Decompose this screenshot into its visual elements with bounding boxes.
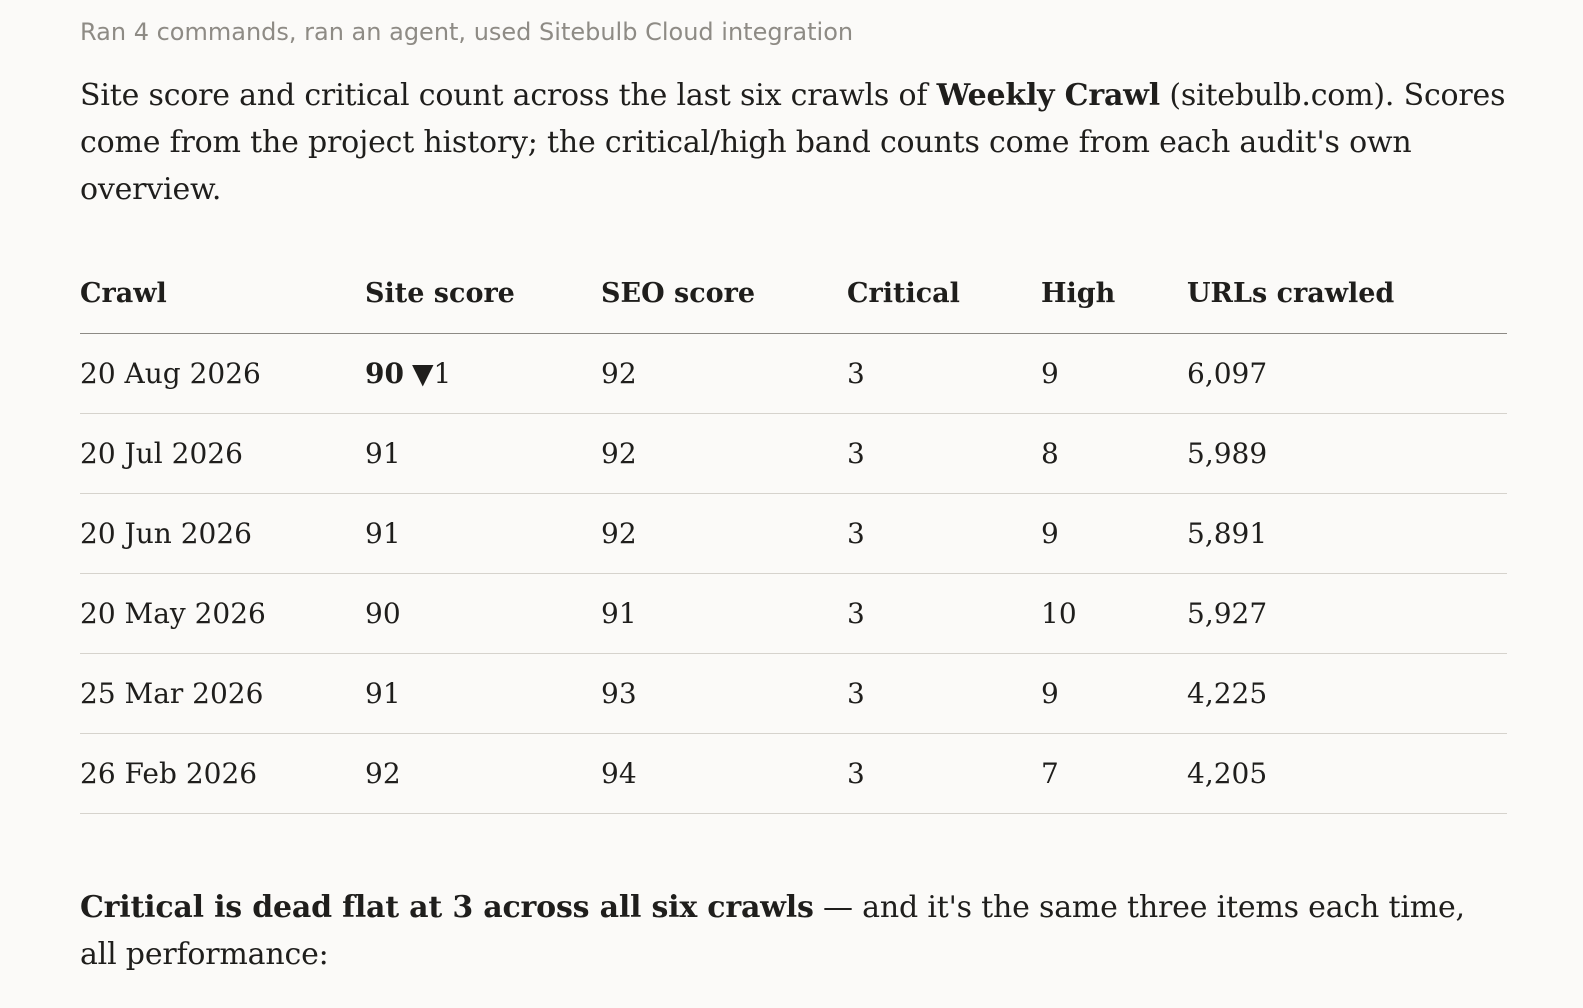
outro-text: — and it's the same three items each tim…: [80, 890, 1465, 972]
table-row: 25 Mar 2026 91 93 3 9 4,225: [80, 653, 1507, 734]
cell-urls-crawled: 5,927: [1187, 573, 1507, 654]
cell-seo-score: 92: [601, 333, 847, 414]
cell-seo-score: 92: [601, 413, 847, 494]
cell-high: 7: [1041, 733, 1187, 814]
cell-site-score: 91: [365, 493, 601, 574]
cell-critical: 3: [847, 653, 1041, 734]
intro-paragraph: Site score and critical count across the…: [80, 72, 1507, 213]
table-row: 20 Jul 2026 91 92 3 8 5,989: [80, 413, 1507, 494]
header-urls-crawled: URLs crawled: [1187, 253, 1507, 334]
intro-text-after: (sitebulb.com). Scores come from the pro…: [80, 78, 1506, 207]
outro-paragraph: Critical is dead flat at 3 across all si…: [80, 884, 1507, 978]
cell-site-score: 91: [365, 653, 601, 734]
cell-site-score: 90: [365, 573, 601, 654]
crawl-history-table: Crawl Site score SEO score Critical High…: [80, 253, 1507, 814]
cell-high: 8: [1041, 413, 1187, 494]
site-score-value: 90: [365, 357, 404, 390]
site-score-delta: ▼1: [411, 357, 452, 390]
table-row: 20 Jun 2026 91 92 3 9 5,891: [80, 493, 1507, 574]
cell-seo-score: 91: [601, 573, 847, 654]
table-header-row: Crawl Site score SEO score Critical High…: [80, 253, 1507, 334]
assistant-message: Ran 4 commands, ran an agent, used Siteb…: [80, 14, 1507, 1008]
cell-critical: 3: [847, 493, 1041, 574]
header-critical: Critical: [847, 253, 1041, 334]
header-seo-score: SEO score: [601, 253, 847, 334]
cell-urls-crawled: 5,989: [1187, 413, 1507, 494]
cell-crawl-date: 26 Feb 2026: [80, 733, 365, 814]
cell-site-score: 92: [365, 733, 601, 814]
cell-high: 9: [1041, 333, 1187, 414]
cell-crawl-date: 20 Jul 2026: [80, 413, 365, 494]
table-row: 20 May 2026 90 91 3 10 5,927: [80, 573, 1507, 654]
cell-crawl-date: 20 Aug 2026: [80, 333, 365, 414]
cell-critical: 3: [847, 573, 1041, 654]
cell-seo-score: 94: [601, 733, 847, 814]
cell-urls-crawled: 5,891: [1187, 493, 1507, 574]
project-name: Weekly Crawl: [936, 78, 1161, 113]
activity-summary-toggle[interactable]: Ran 4 commands, ran an agent, used Siteb…: [80, 18, 854, 46]
cell-crawl-date: 20 Jun 2026: [80, 493, 365, 574]
table-row: 20 Aug 2026 90 ▼1 92 3 9 6,097: [80, 333, 1507, 414]
cell-site-score: 91: [365, 413, 601, 494]
cell-urls-crawled: 6,097: [1187, 333, 1507, 414]
intro-text-before: Site score and critical count across the…: [80, 78, 937, 113]
cell-high: 9: [1041, 653, 1187, 734]
cell-high: 9: [1041, 493, 1187, 574]
header-high: High: [1041, 253, 1187, 334]
header-site-score: Site score: [365, 253, 601, 334]
header-crawl: Crawl: [80, 253, 365, 334]
cell-seo-score: 93: [601, 653, 847, 734]
outro-emphasis: Critical is dead flat at 3 across all si…: [80, 890, 814, 925]
cell-critical: 3: [847, 733, 1041, 814]
cell-crawl-date: 25 Mar 2026: [80, 653, 365, 734]
cell-urls-crawled: 4,225: [1187, 653, 1507, 734]
table-row: 26 Feb 2026 92 94 3 7 4,205: [80, 733, 1507, 814]
cell-crawl-date: 20 May 2026: [80, 573, 365, 654]
cell-urls-crawled: 4,205: [1187, 733, 1507, 814]
cell-seo-score: 92: [601, 493, 847, 574]
cell-critical: 3: [847, 333, 1041, 414]
cell-site-score: 90 ▼1: [365, 333, 601, 414]
cell-high: 10: [1041, 573, 1187, 654]
cell-critical: 3: [847, 413, 1041, 494]
